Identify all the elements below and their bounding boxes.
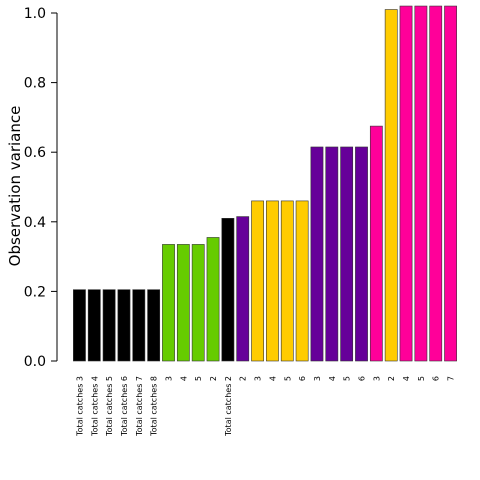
x-category-label: Total catches 8	[150, 376, 159, 437]
bar	[236, 216, 250, 362]
bar	[266, 200, 279, 362]
bar	[444, 5, 457, 362]
x-category-label: 4	[179, 376, 188, 381]
x-category-label: Total catches 2	[224, 376, 233, 437]
bar	[310, 146, 324, 362]
bar	[414, 5, 428, 362]
y-tick-label: 0.8	[24, 76, 46, 92]
bar	[73, 289, 86, 362]
x-category-label: 3	[313, 376, 322, 381]
x-category-label: 4	[328, 376, 337, 381]
bar	[87, 289, 101, 362]
x-category-label: 3	[372, 376, 381, 381]
x-category-label: Total catches 7	[135, 376, 144, 437]
x-category-label: 5	[343, 376, 352, 381]
x-category-label: 4	[402, 376, 411, 381]
x-category-label: Total catches 6	[120, 376, 129, 437]
bar	[176, 244, 190, 362]
y-axis: 0.0 0.2 0.4 0.6 0.8 1.0	[24, 6, 58, 370]
x-category-label: Total catches 5	[105, 376, 114, 437]
bar	[102, 289, 116, 362]
bar	[295, 200, 309, 362]
bar	[355, 146, 368, 362]
x-category-label: Total catches 3	[75, 376, 84, 437]
bar	[280, 200, 294, 362]
x-category-label: 3	[254, 376, 263, 381]
x-category-label: 6	[432, 376, 441, 381]
bar	[429, 5, 443, 362]
x-category-label: 2	[387, 376, 396, 381]
x-category-label: 5	[283, 376, 292, 381]
x-category-label: 7	[447, 376, 456, 381]
x-category-label: Total catches 4	[90, 376, 99, 437]
bar	[384, 9, 398, 362]
x-category-label: 4	[268, 376, 277, 381]
x-category-label: 6	[298, 376, 307, 381]
bar	[162, 244, 175, 362]
bar	[399, 5, 413, 362]
x-category-label: 5	[417, 376, 426, 381]
bar	[117, 289, 131, 362]
y-tick-label: 0.0	[24, 354, 46, 370]
bar	[191, 244, 205, 362]
bar	[251, 200, 264, 362]
bar	[369, 125, 383, 362]
bar	[340, 146, 354, 362]
y-axis-title: Observation variance	[6, 106, 24, 267]
x-category-label: 2	[209, 376, 218, 381]
bar	[206, 237, 220, 362]
bar	[221, 218, 235, 362]
bars	[73, 5, 457, 362]
bar	[325, 146, 339, 362]
x-axis-labels: Total catches 3 Total catches 4 Total catc…	[75, 376, 455, 437]
x-category-label: 6	[358, 376, 367, 381]
y-tick-label: 0.2	[24, 284, 46, 300]
y-tick-label: 0.4	[24, 215, 46, 231]
x-category-label: 2	[239, 376, 248, 381]
bar	[132, 289, 146, 362]
bar	[147, 289, 161, 362]
y-tick-label: 0.6	[24, 145, 46, 161]
y-tick-label: 1.0	[24, 6, 46, 22]
x-category-label: 5	[194, 376, 203, 381]
x-category-label: 3	[165, 376, 174, 381]
